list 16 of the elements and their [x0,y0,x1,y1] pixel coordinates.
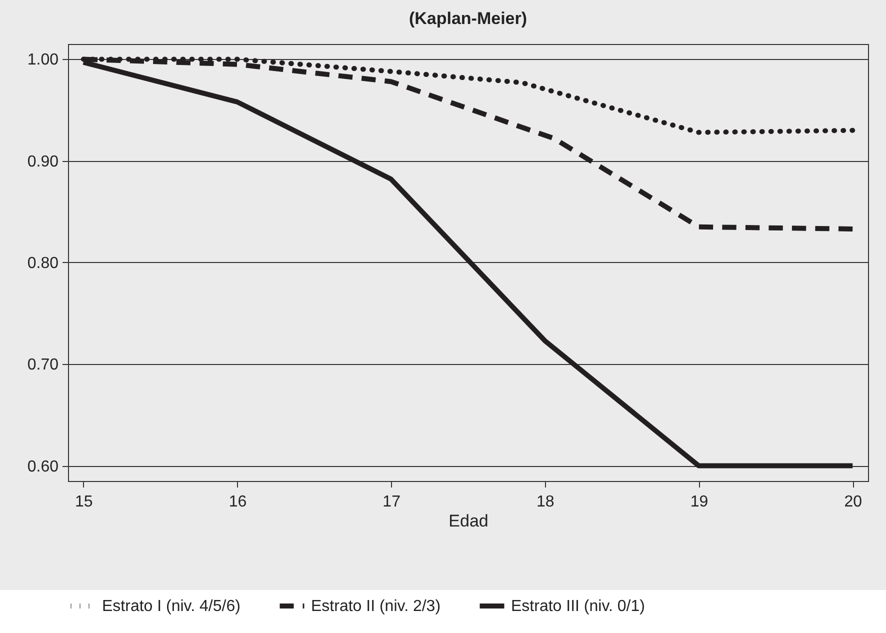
y-tick-label: 0.60 [27,458,59,476]
x-tick-label: 18 [536,494,554,510]
x-tick-label: 15 [74,494,93,510]
x-axis-title: Edad [448,512,488,530]
x-tick-label: 19 [690,494,708,510]
y-tick-label: 0.70 [27,356,59,374]
chart-title: (Kaplan-Meier) [408,9,528,28]
x-tick-label: 17 [382,494,401,510]
legend-label: Estrato II (niv. 2/3) [311,598,441,615]
y-tick-label: 0.90 [27,153,59,170]
legend-label: Estrato III (niv. 0/1) [511,598,645,615]
x-tick-label: 20 [844,494,862,510]
legend-label: Estrato I (niv. 4/5/6) [102,598,240,615]
y-tick-label: 0.80 [27,255,59,272]
x-tick-label: 16 [228,494,247,510]
y-tick-label: 1.00 [27,52,59,69]
